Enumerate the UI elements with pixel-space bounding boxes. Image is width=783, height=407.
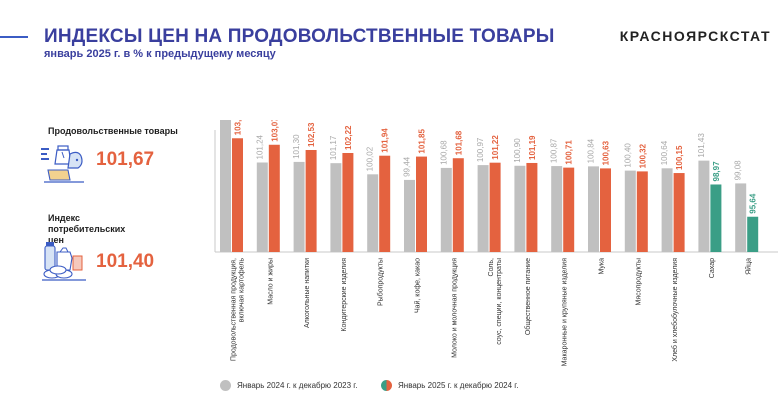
page-title: ИНДЕКСЫ ЦЕН НА ПРОДОВОЛЬСТВЕННЫЕ ТОВАРЫ	[44, 26, 555, 47]
kpi-food-label: Продовольственные товары	[48, 126, 178, 136]
legend-swatch-2025	[381, 380, 392, 391]
bar-2025	[673, 173, 685, 252]
data-label-2025: 101,68	[454, 130, 463, 155]
data-label-2024: 101,24	[255, 134, 264, 159]
brand-logo: КРАСНОЯРСКСТАТ	[619, 28, 771, 44]
data-label-2024: 100,87	[550, 138, 559, 163]
bar-2024	[367, 174, 379, 252]
category-label: Мука	[599, 258, 606, 275]
data-label-2024: 100,40	[623, 143, 632, 168]
bar-2025	[305, 149, 317, 252]
data-label-2025: 98,97	[712, 161, 721, 182]
data-label-2025: 100,63	[602, 140, 611, 165]
legend-item-2025: Январь 2025 г. к декабрю 2024 г.	[381, 380, 518, 391]
data-label-2024: 100,64	[660, 140, 669, 165]
data-label-2025: 100,71	[565, 140, 574, 165]
bar-2024	[661, 168, 673, 252]
data-label-2025: 95,64	[749, 193, 758, 214]
page-subtitle: январь 2025 г. в % к предыдущему месяцу	[44, 48, 276, 60]
data-label-2024: 100,84	[587, 138, 596, 163]
data-label-2024: 101,43	[697, 133, 706, 158]
bar-2025	[747, 216, 759, 252]
bar-2025	[636, 171, 648, 252]
food-basket-icon	[41, 145, 84, 183]
data-label-2025: 102,22	[344, 125, 353, 150]
legend-item-2024: Январь 2024 г. к декабрю 2023 г.	[220, 380, 357, 391]
bar-2024	[477, 165, 489, 252]
bar-2024	[624, 170, 636, 252]
data-label-2025: 101,19	[528, 135, 537, 160]
data-label-2025: 100,32	[638, 143, 647, 168]
data-label-2024: 100,02	[366, 146, 375, 171]
category-label: Рыбопродукты	[377, 258, 385, 306]
data-label-2024: 99,08	[734, 160, 743, 181]
bar-2024	[330, 163, 342, 252]
bar-2024	[698, 160, 710, 252]
bar-2025	[452, 158, 464, 252]
category-label: Яйца	[745, 258, 753, 275]
title-accent-line	[0, 36, 28, 38]
data-label-2024: 101,17	[329, 135, 338, 160]
category-label: Общественное питание	[524, 258, 532, 335]
bar-2025	[268, 144, 280, 252]
category-label: Соль,соус, специи, концентраты	[488, 258, 503, 345]
data-label-2025: 101,85	[418, 129, 427, 154]
data-label-2025: 101,22	[491, 135, 500, 160]
data-label-2024: 100,90	[513, 138, 522, 163]
kpi-cpi-label: Индекс потребительских цен	[48, 213, 126, 245]
bar-2024	[735, 183, 747, 252]
category-label: Чай, кофе, какао	[414, 258, 422, 313]
bar-2024	[220, 120, 231, 253]
bar-2025	[489, 162, 501, 252]
category-label: Продовольственная продукция,включая карт…	[231, 258, 246, 361]
bar-2024	[404, 179, 415, 252]
bar-2024	[551, 166, 563, 252]
legend-label-2024: Январь 2024 г. к декабрю 2023 г.	[237, 381, 358, 390]
data-label-2025: 103,07	[270, 120, 279, 142]
data-label-2024: 100,68	[439, 140, 448, 165]
bar-2024	[293, 161, 305, 252]
bar-2025	[710, 184, 722, 252]
data-label-2025: 102,53	[307, 122, 316, 147]
category-label: Масло и жиры	[267, 258, 274, 305]
category-label: Макаронные и крупяные изделия	[562, 258, 569, 367]
bar-2025	[526, 162, 538, 252]
bar-2025	[600, 168, 611, 252]
bar-2024	[514, 165, 526, 252]
data-label-2025: 100,15	[675, 145, 684, 170]
kpi-cpi-value: 101,40	[96, 251, 155, 272]
bar-2024	[440, 167, 452, 252]
legend-label-2025: Январь 2025 г. к декабрю 2024 г.	[398, 381, 519, 390]
category-label: Сахар	[709, 258, 716, 278]
bar-2025	[232, 138, 243, 252]
category-label: Кондитерские изделия	[341, 258, 348, 332]
data-label-2025: 101,94	[381, 128, 390, 153]
category-label: Молоко и молочная продукция	[451, 258, 458, 358]
bar-2025	[379, 155, 391, 252]
data-label-2025: 103,74	[234, 120, 243, 135]
data-label-2024: 101,30	[292, 134, 301, 159]
bar-2024	[256, 162, 268, 252]
legend-swatch-2024	[220, 380, 231, 391]
bar-2024	[588, 166, 599, 252]
bar-2025	[563, 167, 575, 252]
bar-2025	[342, 152, 354, 252]
category-label: Хлеб и хлебобулочные изделия	[671, 258, 679, 362]
data-label-2024: 100,97	[476, 137, 485, 162]
kpi-food-value: 101,67	[96, 149, 155, 170]
category-label: Мясопродукты	[635, 258, 642, 305]
bar-2025	[416, 156, 427, 252]
consumer-goods-icon	[42, 242, 86, 281]
data-label-2024: 99,44	[403, 156, 412, 177]
category-label: Алкогольные напитки	[304, 258, 311, 328]
